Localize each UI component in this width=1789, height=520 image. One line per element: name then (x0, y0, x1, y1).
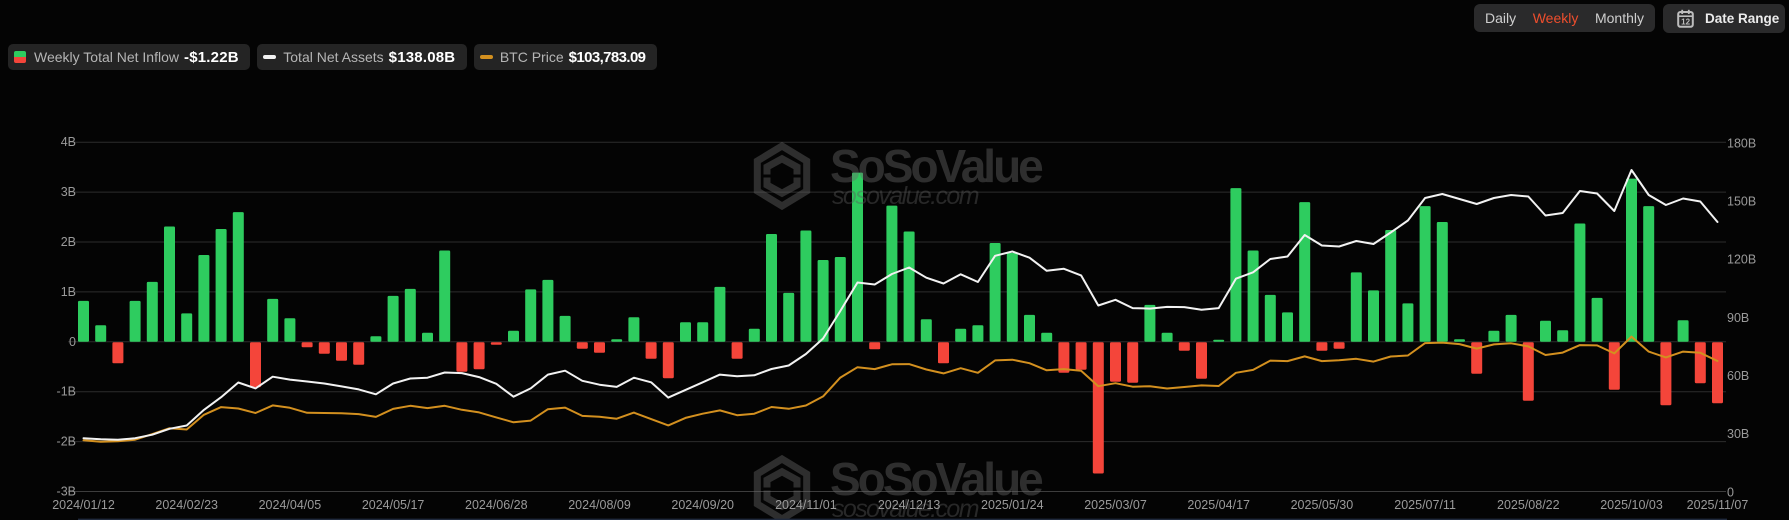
svg-text:1B: 1B (61, 285, 76, 299)
svg-text:0: 0 (69, 335, 76, 349)
svg-text:sosovalue.com: sosovalue.com (832, 182, 979, 210)
svg-text:2B: 2B (61, 235, 76, 249)
svg-text:2025/07/11: 2025/07/11 (1394, 498, 1456, 512)
svg-text:30B: 30B (1727, 427, 1749, 441)
svg-text:2024/02/23: 2024/02/23 (155, 498, 218, 512)
svg-text:2024/06/28: 2024/06/28 (465, 498, 528, 512)
svg-text:SoSoValue: SoSoValue (830, 140, 1043, 192)
svg-text:2024/09/20: 2024/09/20 (671, 498, 734, 512)
svg-text:150B: 150B (1727, 195, 1756, 209)
svg-text:3B: 3B (61, 185, 76, 199)
svg-text:0: 0 (1727, 485, 1734, 499)
svg-text:SoSoValue: SoSoValue (830, 453, 1043, 505)
svg-text:120B: 120B (1727, 253, 1756, 267)
svg-text:2025/04/17: 2025/04/17 (1187, 498, 1250, 512)
svg-text:2024/01/12: 2024/01/12 (52, 498, 115, 512)
svg-text:2025/11/07: 2025/11/07 (1687, 498, 1749, 512)
svg-text:-3B: -3B (57, 485, 76, 499)
svg-text:60B: 60B (1727, 369, 1749, 383)
svg-text:2025/03/07: 2025/03/07 (1084, 498, 1147, 512)
svg-text:4B: 4B (61, 135, 76, 149)
svg-text:-1B: -1B (57, 385, 76, 399)
svg-text:2024/08/09: 2024/08/09 (568, 498, 631, 512)
svg-text:2024/11/01: 2024/11/01 (775, 498, 837, 512)
svg-text:2024/05/17: 2024/05/17 (362, 498, 425, 512)
svg-text:2024/12/13: 2024/12/13 (878, 498, 941, 512)
svg-text:2025/05/30: 2025/05/30 (1291, 498, 1354, 512)
svg-text:2025/10/03: 2025/10/03 (1600, 498, 1663, 512)
svg-text:2024/04/05: 2024/04/05 (259, 498, 322, 512)
svg-text:-2B: -2B (57, 435, 76, 449)
svg-text:12: 12 (1681, 18, 1690, 27)
svg-text:180B: 180B (1727, 136, 1756, 150)
svg-text:sosovalue.com: sosovalue.com (832, 495, 979, 520)
svg-text:2025/08/22: 2025/08/22 (1497, 498, 1560, 512)
svg-text:90B: 90B (1727, 311, 1749, 325)
svg-text:2025/01/24: 2025/01/24 (981, 498, 1044, 512)
